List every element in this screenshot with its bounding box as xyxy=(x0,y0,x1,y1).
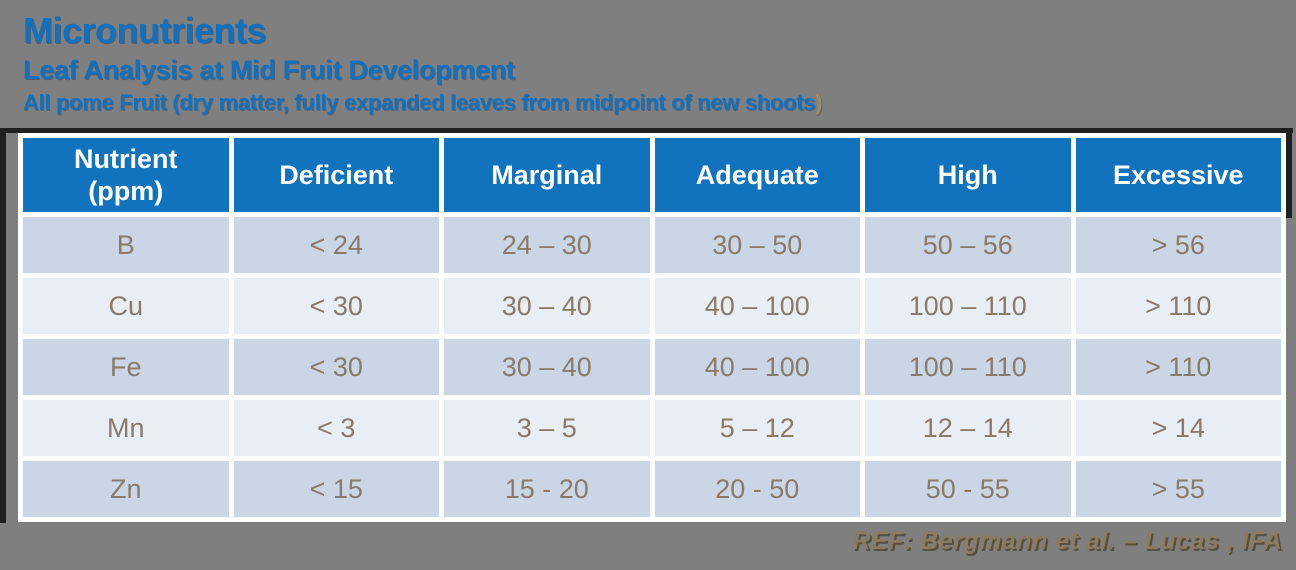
column-header-high: High xyxy=(865,138,1071,212)
value-cell: 24 – 30 xyxy=(444,217,650,273)
column-header-nutrient-ppm: Nutrient (ppm) xyxy=(23,138,229,212)
column-header-marginal: Marginal xyxy=(444,138,650,212)
value-cell: 5 – 12 xyxy=(654,400,860,456)
value-cell: < 15 xyxy=(233,461,439,517)
value-cell: 3 – 5 xyxy=(444,400,650,456)
caption-paren: ) xyxy=(815,90,823,116)
value-cell: < 24 xyxy=(233,217,439,273)
value-cell: 30 – 40 xyxy=(444,339,650,395)
page-caption: All pome Fruit (dry matter, fully expand… xyxy=(23,90,823,116)
value-cell: > 14 xyxy=(1075,400,1281,456)
nutrient-cell-zn: Zn xyxy=(23,461,229,517)
value-cell: 40 – 100 xyxy=(654,278,860,334)
value-cell: > 55 xyxy=(1075,461,1281,517)
value-cell: > 110 xyxy=(1075,339,1281,395)
value-cell: 12 – 14 xyxy=(865,400,1071,456)
nutrient-cell-cu: Cu xyxy=(23,278,229,334)
column-header-deficient: Deficient xyxy=(233,138,439,212)
value-cell: 30 – 40 xyxy=(444,278,650,334)
column-header-adequate: Adequate xyxy=(654,138,860,212)
value-cell: 100 – 110 xyxy=(865,339,1071,395)
nutrient-table: Nutrient (ppm) Deficient Marginal Adequate H… xyxy=(18,133,1286,522)
value-cell: 30 – 50 xyxy=(654,217,860,273)
value-cell: 20 - 50 xyxy=(654,461,860,517)
nutrient-cell-mn: Mn xyxy=(23,400,229,456)
value-cell: 100 – 110 xyxy=(865,278,1071,334)
value-cell: 50 - 55 xyxy=(865,461,1071,517)
nutrient-cell-b: B xyxy=(23,217,229,273)
caption-text: All pome Fruit (dry matter, fully expand… xyxy=(23,90,816,116)
value-cell: > 56 xyxy=(1075,217,1281,273)
value-cell: 40 – 100 xyxy=(654,339,860,395)
table-border-top xyxy=(2,128,1293,133)
column-header-excessive: Excessive xyxy=(1075,138,1281,212)
table-border-right xyxy=(1286,128,1292,218)
page-title: Micronutrients xyxy=(23,10,267,51)
value-cell: 50 – 56 xyxy=(865,217,1071,273)
value-cell: 15 - 20 xyxy=(444,461,650,517)
value-cell: > 110 xyxy=(1075,278,1281,334)
nutrient-cell-fe: Fe xyxy=(23,339,229,395)
value-cell: < 30 xyxy=(233,278,439,334)
reference-text: REF: Bergmann et al. – Lucas , IFA xyxy=(852,527,1282,555)
table-border-left xyxy=(0,128,6,523)
page-subtitle: Leaf Analysis at Mid Fruit Development xyxy=(23,54,515,85)
value-cell: < 3 xyxy=(233,400,439,456)
title-block: Micronutrients Leaf Analysis at Mid Frui… xyxy=(23,10,823,116)
value-cell: < 30 xyxy=(233,339,439,395)
